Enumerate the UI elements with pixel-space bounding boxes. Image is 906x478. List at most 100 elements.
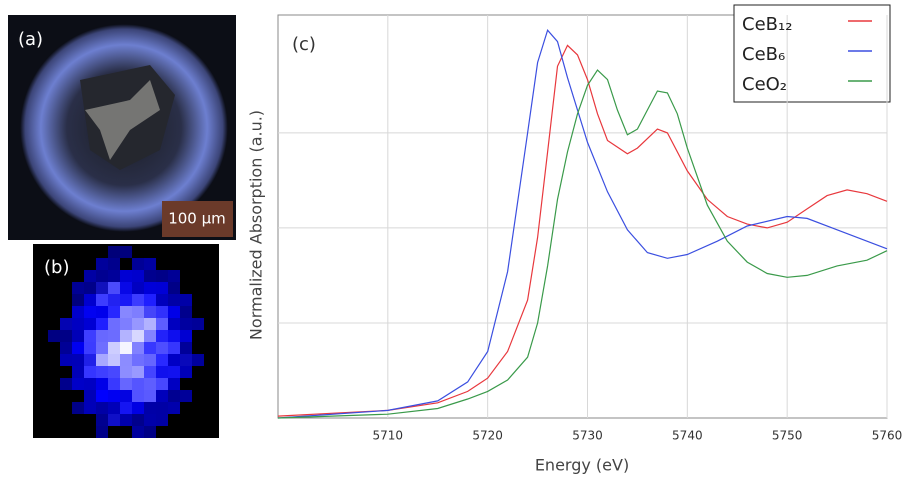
xrf-pixel	[156, 342, 168, 354]
xrf-pixel	[180, 342, 192, 354]
xrf-pixel	[96, 306, 108, 318]
xrf-pixel	[120, 330, 132, 342]
xrf-pixel	[60, 342, 72, 354]
xrf-pixel	[108, 318, 120, 330]
sample-feature	[85, 80, 160, 160]
xrf-pixel	[120, 306, 132, 318]
xrf-pixel	[84, 270, 96, 282]
xrf-pixel	[144, 330, 156, 342]
xrf-pixel	[120, 414, 132, 426]
xrf-pixel	[132, 306, 144, 318]
xrf-pixel	[96, 426, 108, 438]
xrf-pixel	[108, 270, 120, 282]
xrf-pixel	[96, 294, 108, 306]
xrf-pixel	[84, 294, 96, 306]
xrf-pixel	[108, 414, 120, 426]
xrf-pixel	[120, 246, 132, 258]
xrf-pixel	[168, 330, 180, 342]
xrf-pixel	[96, 354, 108, 366]
xrf-pixel	[60, 378, 72, 390]
xrf-pixel	[180, 366, 192, 378]
xrf-pixel	[108, 402, 120, 414]
legend	[733, 4, 891, 103]
x-tick-label: 5760	[872, 429, 903, 443]
xrf-pixel	[144, 354, 156, 366]
xrf-pixel	[144, 378, 156, 390]
xrf-pixel	[120, 342, 132, 354]
xrf-pixel	[108, 378, 120, 390]
xrf-pixel	[144, 414, 156, 426]
xrf-pixel	[168, 342, 180, 354]
xrf-pixel	[180, 330, 192, 342]
xrf-pixel	[180, 354, 192, 366]
xrf-pixel	[144, 390, 156, 402]
xrf-pixel	[168, 378, 180, 390]
xrf-pixel	[96, 270, 108, 282]
xrf-pixel	[180, 306, 192, 318]
xrf-pixel	[156, 402, 168, 414]
xrf-pixel	[168, 306, 180, 318]
data-line	[277, 69, 888, 419]
xrf-pixel	[132, 270, 144, 282]
xrf-pixel	[84, 390, 96, 402]
xrf-pixel	[132, 330, 144, 342]
panel-label: (a)	[18, 29, 43, 50]
xrf-pixel	[72, 366, 84, 378]
xrf-pixel	[156, 330, 168, 342]
xrf-pixel	[156, 306, 168, 318]
xrf-pixel	[72, 378, 84, 390]
xrf-pixel	[144, 342, 156, 354]
xrf-pixel	[156, 282, 168, 294]
xrf-pixels	[48, 246, 204, 438]
xrf-pixel	[168, 354, 180, 366]
xrf-pixel	[84, 282, 96, 294]
xrf-pixel	[168, 402, 180, 414]
xrf-pixel	[132, 414, 144, 426]
xrf-pixel	[96, 414, 108, 426]
xrf-pixel	[96, 366, 108, 378]
xrf-pixel	[96, 378, 108, 390]
scale-bar-box	[162, 201, 233, 237]
xrf-pixel	[84, 366, 96, 378]
xrf-pixel	[144, 282, 156, 294]
xrf-pixel	[156, 270, 168, 282]
xrf-pixel	[192, 354, 204, 366]
xrf-pixel	[168, 390, 180, 402]
xrf-pixel	[84, 318, 96, 330]
xrf-pixel	[120, 270, 132, 282]
xrf-pixel	[132, 354, 144, 366]
xrf-pixel	[108, 366, 120, 378]
xrf-pixel	[108, 258, 120, 270]
xrf-pixel	[156, 366, 168, 378]
xrf-pixel	[60, 354, 72, 366]
xrf-pixel	[192, 318, 204, 330]
xrf-pixel	[156, 378, 168, 390]
xrf-pixel	[72, 282, 84, 294]
xrf-pixel	[84, 330, 96, 342]
xrf-pixel	[156, 318, 168, 330]
xrf-pixel	[120, 282, 132, 294]
xrf-pixel	[108, 342, 120, 354]
xrf-pixel	[60, 330, 72, 342]
xrf-pixel	[96, 402, 108, 414]
xrf-pixel	[156, 294, 168, 306]
xrf-pixel	[132, 366, 144, 378]
xrf-pixel	[120, 390, 132, 402]
xrf-pixel	[132, 426, 144, 438]
x-axis-label: Energy (eV)	[535, 456, 629, 475]
xrf-pixel	[96, 282, 108, 294]
x-tick-label: 5710	[373, 429, 404, 443]
xrf-pixel	[180, 318, 192, 330]
y-axis-label: Normalized Absorption (a.u.)	[247, 110, 266, 340]
legend-label: CeO₂	[742, 74, 787, 95]
xrf-pixel	[144, 294, 156, 306]
xrf-pixel	[120, 366, 132, 378]
x-tick-label: 5730	[572, 429, 603, 443]
xrf-pixel	[108, 306, 120, 318]
xrf-pixel	[132, 318, 144, 330]
xrf-pixel	[72, 354, 84, 366]
xrf-pixel	[144, 306, 156, 318]
xrf-pixel	[120, 354, 132, 366]
